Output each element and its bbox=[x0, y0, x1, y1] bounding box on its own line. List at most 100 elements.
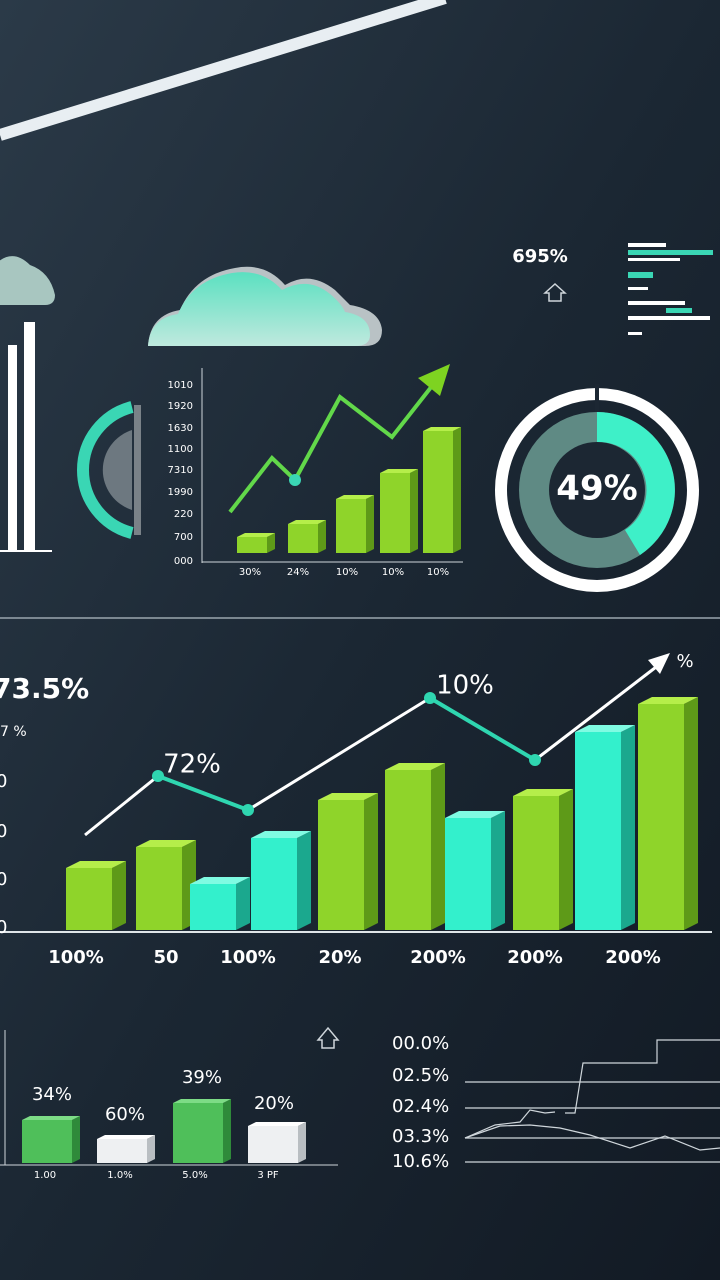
x-tick-label: 200% bbox=[605, 947, 661, 968]
bar-face bbox=[173, 1103, 223, 1163]
y-tick-label: 7310 bbox=[168, 465, 193, 476]
percent-label: 695% bbox=[512, 246, 568, 267]
gauge-core bbox=[102, 430, 132, 510]
bar-top bbox=[638, 697, 698, 704]
sub-label: 7 % bbox=[0, 724, 27, 740]
bar-face bbox=[288, 524, 318, 553]
y-tick-label: 1630 bbox=[168, 423, 193, 434]
bar-side bbox=[366, 495, 374, 553]
x-tick-label: 20% bbox=[318, 947, 361, 968]
bar-face bbox=[513, 796, 559, 930]
bar-top bbox=[385, 763, 445, 770]
axis-label: 02.5% bbox=[392, 1065, 449, 1086]
bar-top bbox=[97, 1135, 155, 1139]
x-tick-label: 30% bbox=[239, 567, 261, 578]
bar-face bbox=[248, 1126, 298, 1163]
bar-face bbox=[423, 431, 453, 553]
points bbox=[152, 692, 541, 816]
bar-face bbox=[638, 704, 684, 930]
axis-label: 00.0% bbox=[392, 1033, 449, 1054]
axis-label: 02.4% bbox=[392, 1096, 449, 1117]
bar-side bbox=[559, 789, 573, 930]
bar-top bbox=[336, 495, 374, 499]
gauge-edge bbox=[134, 405, 141, 535]
x-tick-label: 200% bbox=[410, 947, 466, 968]
bar-side bbox=[72, 1116, 80, 1163]
bar-face bbox=[136, 847, 182, 930]
cloud bbox=[0, 256, 55, 305]
bar-face bbox=[66, 868, 112, 930]
donut-segment bbox=[597, 412, 675, 555]
bar-top bbox=[136, 840, 196, 847]
gauge bbox=[77, 401, 134, 539]
bar-side bbox=[431, 763, 445, 930]
y-tick-label: 1920 bbox=[168, 401, 193, 412]
bar-face bbox=[336, 499, 366, 553]
trend-line bbox=[428, 696, 537, 762]
cloud bbox=[148, 272, 370, 346]
arrow-head bbox=[648, 653, 670, 674]
x-tick-label: 10% bbox=[382, 567, 404, 578]
bar-top bbox=[513, 789, 573, 796]
bars bbox=[22, 1099, 306, 1163]
bar-top bbox=[380, 469, 418, 473]
x-tick-label: 1.00 bbox=[34, 1170, 56, 1181]
x-tick-label: 5.0% bbox=[182, 1170, 207, 1181]
bar-top bbox=[288, 520, 326, 524]
bar-face bbox=[251, 838, 297, 930]
lines bbox=[464, 1039, 720, 1163]
bar-top bbox=[251, 831, 311, 838]
bar-top bbox=[190, 877, 250, 884]
bar-side bbox=[267, 533, 275, 553]
bar-decor bbox=[24, 322, 35, 550]
bar-side bbox=[453, 427, 461, 553]
bar-side bbox=[297, 831, 311, 930]
bar-side bbox=[364, 793, 378, 930]
donut-label: 49% bbox=[556, 469, 637, 509]
bar-top bbox=[423, 427, 461, 431]
bar-face bbox=[385, 770, 431, 930]
up-icon bbox=[543, 282, 567, 302]
trend-line bbox=[534, 662, 661, 762]
up-icon bbox=[316, 1026, 340, 1049]
bar-top bbox=[173, 1099, 231, 1103]
arrow-head bbox=[418, 364, 450, 396]
point bbox=[289, 474, 301, 486]
y-tick-label: 0 bbox=[0, 869, 7, 890]
mini-bars bbox=[628, 243, 713, 335]
bar-side bbox=[298, 1122, 306, 1163]
bar-top bbox=[248, 1122, 306, 1126]
axis-label: 10.6% bbox=[392, 1151, 449, 1172]
bar-side bbox=[684, 697, 698, 930]
bar-side bbox=[223, 1099, 231, 1163]
bar-top bbox=[237, 533, 275, 537]
bar-label: 34% bbox=[32, 1084, 72, 1105]
y-tick-label: 0 bbox=[0, 771, 7, 792]
x-tick-label: 100% bbox=[220, 947, 276, 968]
bar-label: 60% bbox=[105, 1104, 145, 1125]
trend-line bbox=[228, 384, 434, 514]
y-tick-label: 700 bbox=[174, 532, 193, 543]
trend-line bbox=[157, 774, 249, 812]
x-tick-label: 10% bbox=[336, 567, 358, 578]
x-tick-label: 50 bbox=[153, 947, 178, 968]
bar-face bbox=[445, 818, 491, 930]
y-tick-label: 0 bbox=[0, 917, 7, 938]
annotation: 72% bbox=[163, 750, 221, 780]
y-tick-label: 000 bbox=[174, 556, 193, 567]
annotation: % bbox=[676, 651, 693, 672]
bar-top bbox=[318, 793, 378, 800]
bar-face bbox=[97, 1139, 147, 1163]
bar-top bbox=[445, 811, 505, 818]
y-tick-label: 220 bbox=[174, 509, 193, 520]
light-streak bbox=[0, 0, 447, 141]
bar-side bbox=[621, 725, 635, 930]
y-tick-label: 1100 bbox=[168, 444, 193, 455]
bar-side bbox=[147, 1135, 155, 1163]
bar-label: 20% bbox=[254, 1093, 294, 1114]
bar-side bbox=[491, 811, 505, 930]
bar-side bbox=[236, 877, 250, 930]
x-tick-label: 200% bbox=[507, 947, 563, 968]
